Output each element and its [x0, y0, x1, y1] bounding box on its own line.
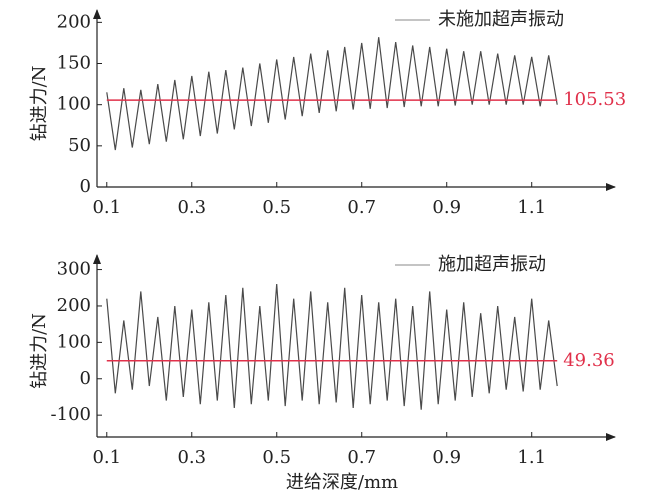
signal-line	[106, 37, 558, 151]
x-tick-label: 0.1	[92, 197, 121, 218]
y-tick-label: 100	[57, 94, 91, 115]
x-tick-label: 0.5	[262, 197, 291, 218]
y-axis-title: 钻进力/N	[29, 313, 50, 389]
x-tick-label: 0.3	[177, 447, 206, 468]
signal-line	[106, 284, 558, 410]
y-tick-label: 100	[57, 331, 91, 352]
y-tick-label: 0	[80, 176, 91, 197]
x-tick-label: 1.1	[517, 447, 546, 468]
x-tick-label: 0.7	[347, 197, 376, 218]
legend-label: 施加超声振动	[438, 254, 546, 275]
mean-label: 49.36	[563, 350, 615, 371]
y-tick-label: 300	[57, 259, 91, 280]
y-tick-label: 200	[57, 295, 91, 316]
mean-label: 105.53	[563, 89, 626, 110]
y-tick-label: 200	[57, 11, 91, 32]
x-tick-label: 0.1	[92, 447, 121, 468]
y-axis-title: 钻进力/N	[29, 66, 50, 142]
x-tick-label: 1.1	[517, 197, 546, 218]
x-tick-label: 0.9	[432, 197, 461, 218]
y-tick-label: 0	[80, 368, 91, 389]
y-tick-label: -100	[51, 404, 91, 425]
y-tick-label: 50	[68, 135, 91, 156]
x-tick-label: 0.7	[347, 447, 376, 468]
x-tick-label: 0.9	[432, 447, 461, 468]
legend-label: 未施加超声振动	[438, 9, 564, 30]
x-tick-label: 0.5	[262, 447, 291, 468]
y-tick-label: 150	[57, 53, 91, 74]
x-axis-title: 进给深度/mm	[286, 472, 398, 493]
x-tick-label: 0.3	[177, 197, 206, 218]
